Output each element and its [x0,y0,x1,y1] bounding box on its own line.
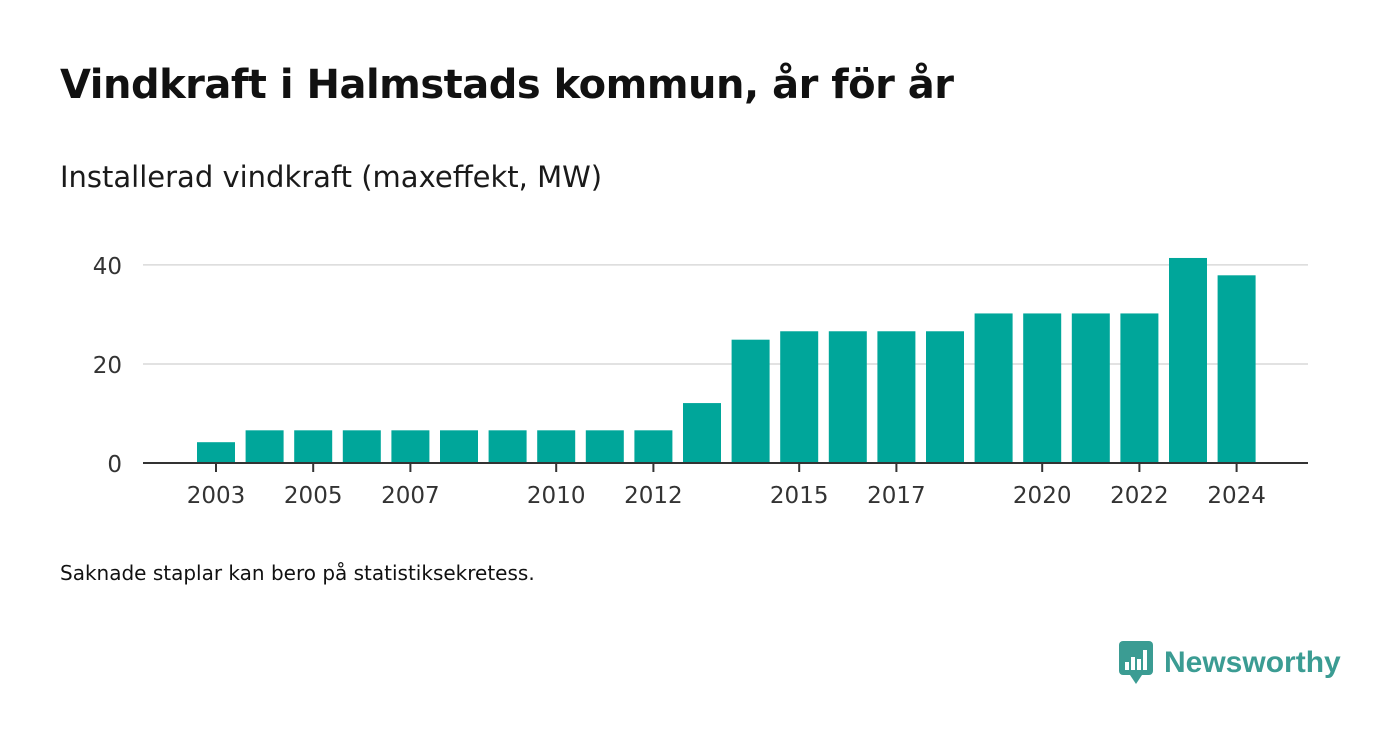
x-tick-label: 2022 [1110,483,1169,509]
chart-title: Vindkraft i Halmstads kommun, år för år [60,62,954,108]
x-tick-label: 2024 [1207,483,1266,509]
bar-2019 [974,313,1013,463]
y-tick-label: 20 [93,353,122,379]
bar-2022 [1120,313,1159,463]
bar-2003 [197,442,235,463]
bar-2011 [585,430,624,463]
bar-2015 [780,331,819,463]
bar-2008 [440,430,478,463]
x-axis-ticks: 2003 2005 2007 2010 2012 2015 2017 2020 2022 2024 [187,463,1266,509]
y-tick-label: 0 [107,452,122,478]
bars [197,257,1256,463]
bar-2005 [294,430,333,463]
bar-2023 [1169,257,1207,463]
bar-2012 [634,430,673,463]
newsworthy-brand: Newsworthy [1118,640,1341,686]
chart-subtitle: Installerad vindkraft (maxeffekt, MW) [60,160,603,194]
bar-2004 [245,430,284,463]
x-tick-label: 2010 [527,483,586,509]
brand-name: Newsworthy [1164,646,1341,679]
bar-2018 [926,331,964,463]
x-tick-label: 2005 [284,483,343,509]
bar-2020 [1023,313,1062,463]
bar-2006 [342,430,381,463]
y-axis-tick-labels: 0 20 40 [93,254,122,478]
x-tick-label: 2015 [770,483,829,509]
bar-2009 [488,430,527,463]
gridlines [143,264,1308,365]
bar-2017 [877,331,916,463]
newsworthy-logo-icon [1119,641,1153,684]
x-tick-label: 2007 [381,483,440,509]
bar-2014 [731,339,770,463]
bar-2016 [828,331,867,463]
bar-2010 [537,430,576,463]
bar-2024 [1217,275,1256,463]
x-tick-label: 2020 [1013,483,1072,509]
bar-2007 [391,430,430,463]
y-tick-label: 40 [93,254,122,280]
x-tick-label: 2012 [624,483,683,509]
footnote: Saknade staplar kan bero på statistiksek… [60,561,535,585]
x-tick-label: 2003 [187,483,246,509]
bar-2013 [683,403,721,463]
x-tick-label: 2017 [867,483,926,509]
bar-2021 [1071,313,1110,463]
